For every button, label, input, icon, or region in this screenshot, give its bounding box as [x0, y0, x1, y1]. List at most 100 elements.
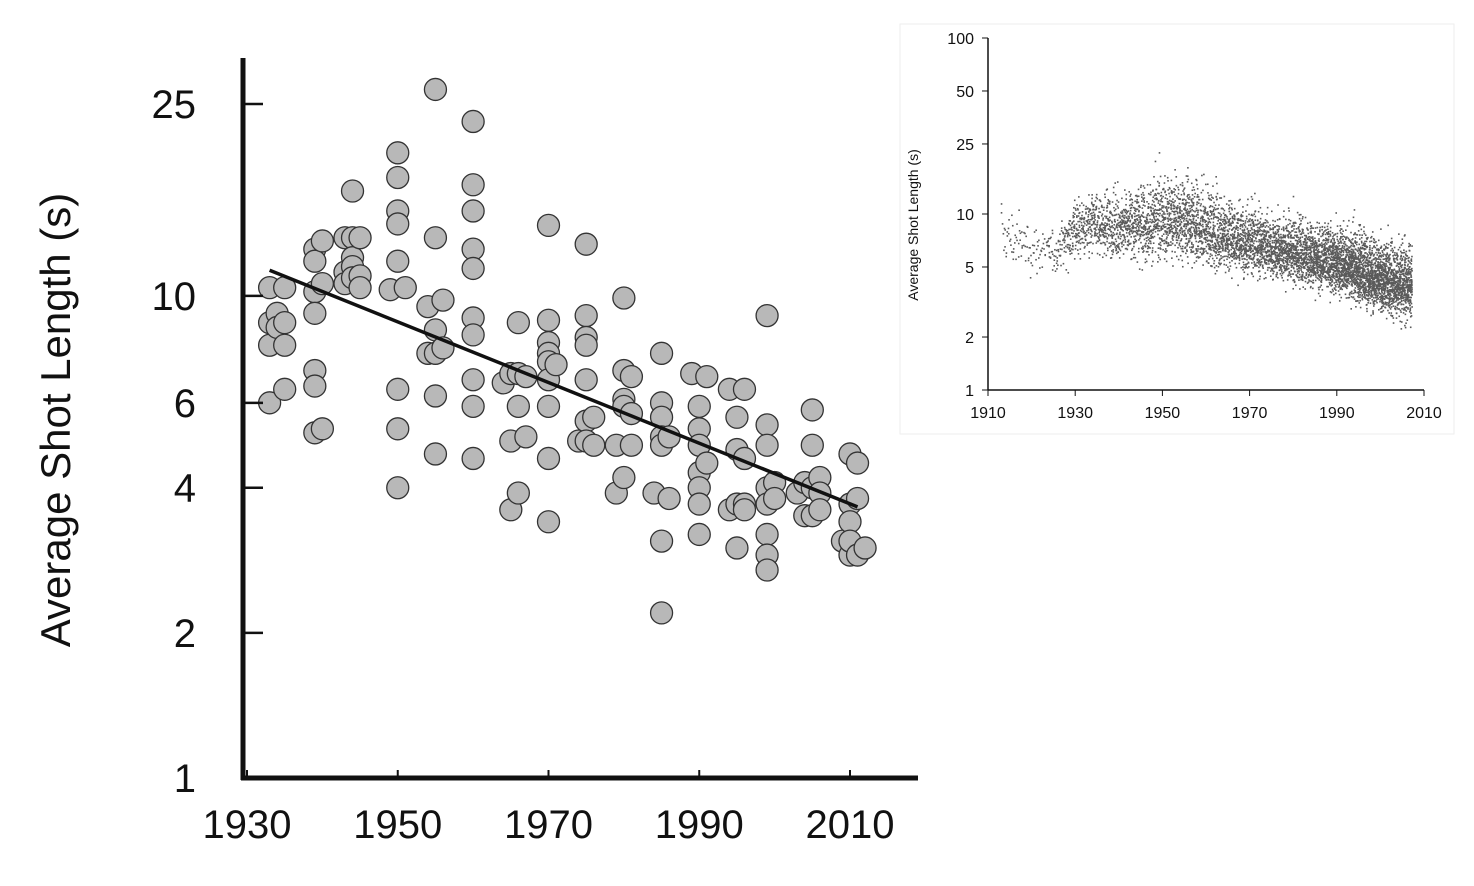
inset-data-point [1113, 223, 1116, 226]
inset-data-point [1086, 244, 1089, 246]
inset-data-point [1126, 221, 1128, 224]
inset-data-point [1226, 239, 1229, 242]
inset-data-point [1199, 220, 1202, 222]
inset-data-point [1297, 255, 1300, 257]
inset-data-point [1070, 232, 1073, 234]
inset-data-point [1033, 244, 1036, 247]
inset-data-point [1282, 279, 1285, 282]
inset-data-point [1193, 223, 1196, 226]
inset-data-point [1297, 249, 1300, 251]
inset-data-point [1218, 241, 1220, 243]
inset-data-point [1340, 270, 1343, 272]
inset-data-point [1196, 201, 1199, 203]
inset-data-point [1276, 239, 1279, 242]
inset-data-point [1048, 245, 1050, 248]
inset-data-point [1185, 201, 1187, 204]
inset-data-point [1115, 225, 1118, 228]
inset-data-point [1283, 251, 1286, 253]
inset-data-point [1215, 195, 1218, 198]
inset-data-point [1297, 253, 1299, 256]
inset-data-point [1219, 237, 1222, 240]
inset-data-point [1317, 292, 1320, 295]
inset-data-point [1239, 251, 1241, 254]
inset-data-point [1263, 229, 1265, 231]
inset-data-point [1201, 253, 1203, 256]
inset-data-point [1209, 244, 1212, 247]
inset-data-point [1024, 245, 1027, 248]
inset-data-point [1104, 196, 1107, 199]
inset-data-point [1087, 231, 1090, 234]
inset-data-point [1102, 219, 1104, 221]
inset-data-point [1321, 233, 1324, 235]
inset-data-point [1178, 234, 1181, 236]
inset-data-point [1260, 229, 1263, 232]
inset-data-point [1215, 248, 1218, 250]
inset-data-point [1314, 260, 1317, 263]
inset-data-point [1225, 255, 1227, 258]
data-point [800, 433, 824, 457]
inset-data-point [1108, 246, 1111, 248]
inset-data-point [1098, 207, 1100, 210]
inset-data-point [1351, 277, 1354, 279]
inset-data-point [1267, 244, 1269, 247]
inset-data-point [1313, 273, 1316, 276]
inset-data-point [1257, 244, 1260, 247]
inset-data-point [1128, 215, 1130, 218]
inset-data-point [1179, 240, 1182, 242]
inset-data-point [1165, 241, 1168, 243]
data-point [423, 226, 448, 250]
inset-data-point [1222, 229, 1224, 232]
inset-data-point [1121, 212, 1124, 214]
inset-data-point [1161, 214, 1163, 217]
inset-data-point [1174, 193, 1176, 196]
inset-data-point [1298, 238, 1300, 241]
inset-data-point [1219, 251, 1222, 253]
inset-data-point [1122, 229, 1124, 232]
inset-data-point [1233, 234, 1235, 237]
inset-data-point [1193, 215, 1196, 218]
inset-data-point [1158, 219, 1160, 222]
inset-data-point [1233, 255, 1236, 257]
inset-data-point [1209, 215, 1211, 217]
inset-data-point [1264, 259, 1266, 262]
inset-data-point [1256, 240, 1258, 243]
inset-data-point [1289, 240, 1292, 243]
inset-data-point [1235, 245, 1237, 247]
inset-data-point [1181, 247, 1184, 250]
inset-data-point [1333, 239, 1335, 242]
inset-data-point [1169, 229, 1172, 231]
inset-data-point [1162, 239, 1164, 242]
inset-data-point [1027, 257, 1030, 260]
inset-data-point [1165, 194, 1168, 196]
inset-data-point [1316, 249, 1319, 252]
inset-data-point [1246, 263, 1249, 265]
inset-data-point [1275, 237, 1278, 239]
inset-data-point [1326, 225, 1329, 228]
inset-data-point [1096, 240, 1099, 243]
inset-data-point [1280, 258, 1282, 260]
inset-data-point [1041, 266, 1044, 268]
inset-data-point [1114, 208, 1117, 211]
inset-data-point [1328, 253, 1331, 256]
inset-data-point [1325, 258, 1328, 260]
inset-data-point [1236, 226, 1238, 229]
inset-data-point [1318, 279, 1321, 281]
inset-data-point [1079, 258, 1082, 260]
inset-data-point [1342, 273, 1344, 276]
inset-data-point [1298, 270, 1300, 273]
inset-data-point [1262, 251, 1264, 253]
inset-data-point [1222, 248, 1224, 250]
inset-data-point [1295, 228, 1298, 230]
inset-data-point [1323, 276, 1325, 278]
inset-data-point [1074, 244, 1077, 247]
inset-data-point [1302, 271, 1305, 274]
inset-data-point [1192, 219, 1195, 221]
inset-data-point [1343, 240, 1346, 243]
inset-data-point [1315, 242, 1318, 244]
inset-data-point [1242, 242, 1245, 244]
inset-data-point [1347, 270, 1350, 273]
inset-data-point [1231, 215, 1234, 218]
inset-data-point [1197, 255, 1199, 258]
inset-data-point [1155, 215, 1158, 218]
inset-data-point [1011, 224, 1014, 227]
